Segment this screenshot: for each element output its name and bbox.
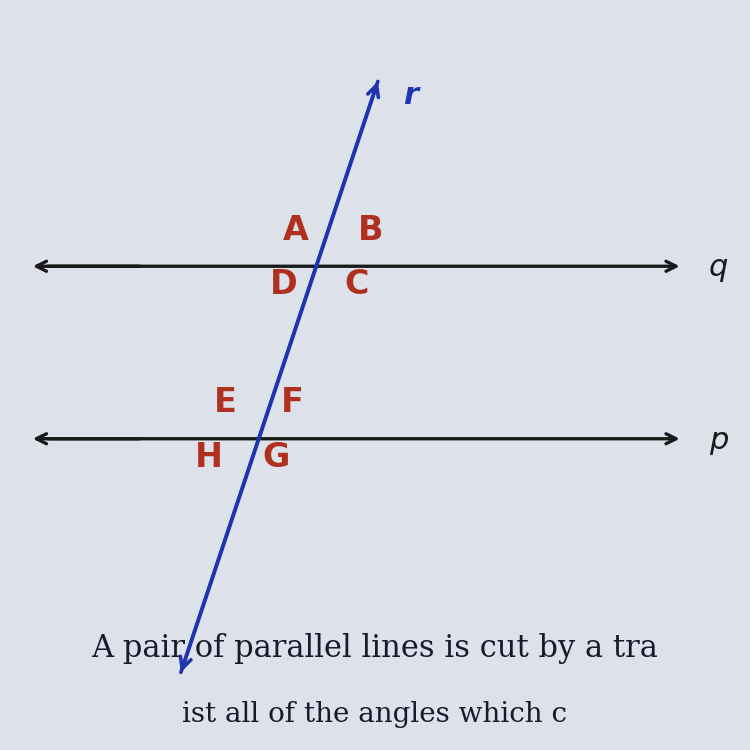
Text: A pair of parallel lines is cut by a tra: A pair of parallel lines is cut by a tra <box>92 633 658 664</box>
Text: H: H <box>194 441 223 474</box>
Text: q: q <box>709 254 728 282</box>
Text: B: B <box>358 214 383 248</box>
Text: ist all of the angles which c: ist all of the angles which c <box>182 700 568 727</box>
Text: C: C <box>345 268 369 302</box>
Text: r: r <box>404 82 418 110</box>
Text: D: D <box>270 268 297 302</box>
Text: A: A <box>284 214 309 248</box>
Text: p: p <box>709 426 728 454</box>
Text: G: G <box>262 441 290 474</box>
Text: E: E <box>214 386 236 418</box>
Text: F: F <box>281 386 304 418</box>
